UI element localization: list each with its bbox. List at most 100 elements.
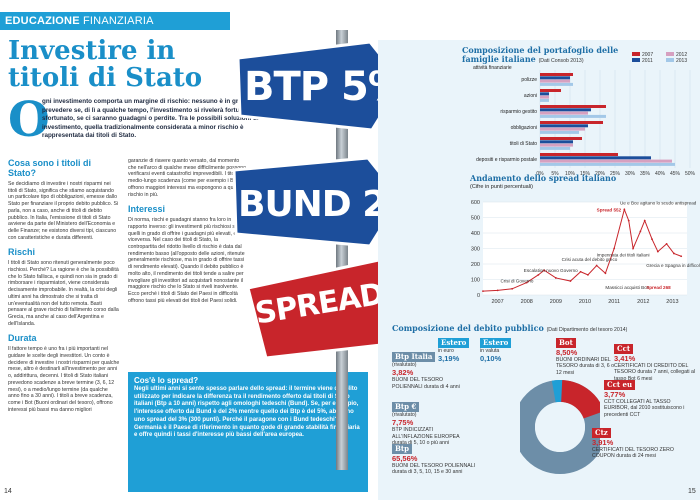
data-point (672, 252, 675, 255)
annotation-impennata: Impennata dei titoli italiani (597, 252, 650, 257)
spread-box-title: Cos'è lo spread? (134, 376, 199, 385)
bar (540, 153, 618, 156)
section-label-b: FINANZIARIA (83, 15, 154, 27)
y-tick-label: 200 (471, 262, 480, 268)
data-point (656, 250, 659, 253)
x-tick-label: 10% (565, 171, 576, 177)
debt-item-percent: 3,19% (438, 354, 460, 364)
x-tick-label: 0% (536, 171, 544, 177)
x-tick-label: 20% (595, 171, 606, 177)
portfolio-axis-label: attività finanziarie (473, 65, 512, 71)
x-tick-label: 25% (610, 171, 621, 177)
debt-item-estero: Estero in euro 3,19% (438, 338, 482, 363)
bar (540, 162, 675, 166)
debt-item-btp: Btp 65,56% BUONI DEL TESORO POLIENNALI dur… (392, 444, 478, 476)
bar (540, 108, 591, 112)
data-point (632, 247, 634, 250)
debt-title: Composizione del debito pubblico (Dati D… (392, 324, 692, 335)
page-number-right: 15 (688, 488, 696, 495)
sign-bund: BUND 2% (238, 182, 422, 232)
article-title: Investire in titoli di Stato (8, 36, 203, 93)
data-point (569, 280, 572, 282)
legend-item-2011: 2011 (632, 58, 653, 64)
body-rischi: I titoli di Stato sono ritenuti generalm… (8, 260, 119, 327)
annotation-spread268: Spread 268 (646, 285, 671, 290)
x-tick-label: 35% (640, 171, 651, 177)
data-point (587, 273, 589, 276)
debt-item-percent: 3,82% (392, 368, 414, 378)
x-tick-label: 50% (685, 171, 696, 177)
data-point (639, 230, 642, 233)
debt-item-desc: BUONI ORDINARI DEL TESORO durata di 3, 6… (556, 357, 614, 376)
annotation-spread552: Spread 552 (597, 207, 622, 212)
y-tick-label: 0 (477, 293, 480, 299)
debt-item-desc: CCT COLLEGATI AL TASSO EURIBOR, dal 2010… (604, 399, 685, 418)
x-tick-label: 5% (551, 171, 559, 177)
bar (540, 89, 561, 92)
annotation-crisi-governo: Crisi di Governo (500, 279, 533, 284)
bar (540, 98, 549, 102)
x-tick-label: 2013 (666, 299, 678, 305)
data-point (623, 208, 626, 211)
debt-item-sublabel: (rivalutato) (392, 412, 417, 418)
debt-item-name: Btp € (392, 402, 420, 412)
x-tick-label: 2007 (491, 299, 503, 305)
data-point (579, 270, 582, 273)
portfolio-title-text: Composizione del portafoglio delle famig… (462, 45, 619, 64)
y-tick-label: 400 (471, 231, 480, 237)
x-tick-label: 30% (625, 171, 636, 177)
column-left: Cosa sono i titoli di Stato? Se decidiam… (8, 158, 120, 413)
bar (540, 79, 570, 83)
data-point (496, 289, 499, 292)
debt-item-cct-eu: Cct eu 3,77% CCT COLLEGATI AL TASSO EURIBO… (604, 380, 696, 418)
debt-item-desc: BUONI DEL TESORO POLIENNALI durata di 4 … (392, 377, 460, 390)
category-label: polizze (521, 77, 537, 83)
data-point (511, 287, 514, 290)
y-tick-label: 300 (471, 247, 480, 253)
lead-text: gni investimento comporta un margine di … (42, 98, 259, 140)
bar (540, 114, 606, 118)
x-tick-label: 15% (580, 171, 591, 177)
page-number-left: 14 (4, 488, 12, 495)
data-point (554, 277, 557, 279)
legend-label: 2007 (642, 52, 653, 58)
heading-durata: Durata (8, 333, 37, 344)
debt-item-percent: 3,41% (614, 354, 636, 363)
debt-item-bot: Bot 8,50% BUONI ORDINARI DEL TESORO durata… (556, 338, 616, 376)
bar (540, 159, 672, 163)
heading-rischi: Rischi (8, 247, 36, 258)
category-label: azioni (524, 93, 537, 99)
sign-btp: BTP 5% (244, 64, 408, 114)
bar (540, 105, 606, 108)
heading-interessi: Interessi (128, 204, 166, 215)
data-point (537, 273, 540, 276)
bar (540, 143, 573, 147)
annotation-crisi-acuta: Crisi acuta del debito greco (562, 257, 618, 262)
spread-info-box: Cos'è lo spread? Negli ultimi anni si se… (128, 372, 368, 492)
body-interessi: Di norma, rischi e guadagni stanno fra l… (128, 217, 245, 304)
body-cosa-sono: Se decidiamo di investire i nostri rispa… (8, 181, 119, 241)
portfolio-title: Composizione del portafoglio delle famig… (462, 46, 642, 66)
x-tick-label: 40% (655, 171, 666, 177)
debt-item-desc: BUONI DEL TESORO POLIENNALI durata di 3,… (392, 463, 476, 476)
bar (540, 111, 588, 115)
category-label: titoli di Stato (510, 141, 537, 147)
debt-item-percent: 3,91% (592, 438, 614, 447)
debt-item-estero: Estero in valuta 0,10% (480, 338, 524, 363)
debt-item-percent: 3,77% (604, 390, 626, 399)
debt-item-desc: BTP INDICIZZATI ALL'INFLAZIONE EUROPEA d… (392, 427, 460, 446)
debt-item-name: Btp (392, 444, 413, 454)
x-tick-label: 2010 (579, 299, 591, 305)
bar (540, 82, 573, 86)
data-point (627, 219, 630, 222)
annotation-escalation: Escalation nuovo Governo (524, 268, 578, 273)
x-tick-label: 2008 (521, 299, 533, 305)
legend-item-2007: 2007 (632, 52, 653, 58)
bar (540, 124, 588, 128)
drop-cap: O (8, 92, 50, 148)
y-tick-label: 600 (471, 200, 480, 206)
section-band: EDUCAZIONE FINANZIARIA (0, 12, 230, 30)
bar (540, 130, 579, 134)
bar (540, 92, 549, 96)
debt-item-percent: 8,50% (556, 348, 578, 357)
